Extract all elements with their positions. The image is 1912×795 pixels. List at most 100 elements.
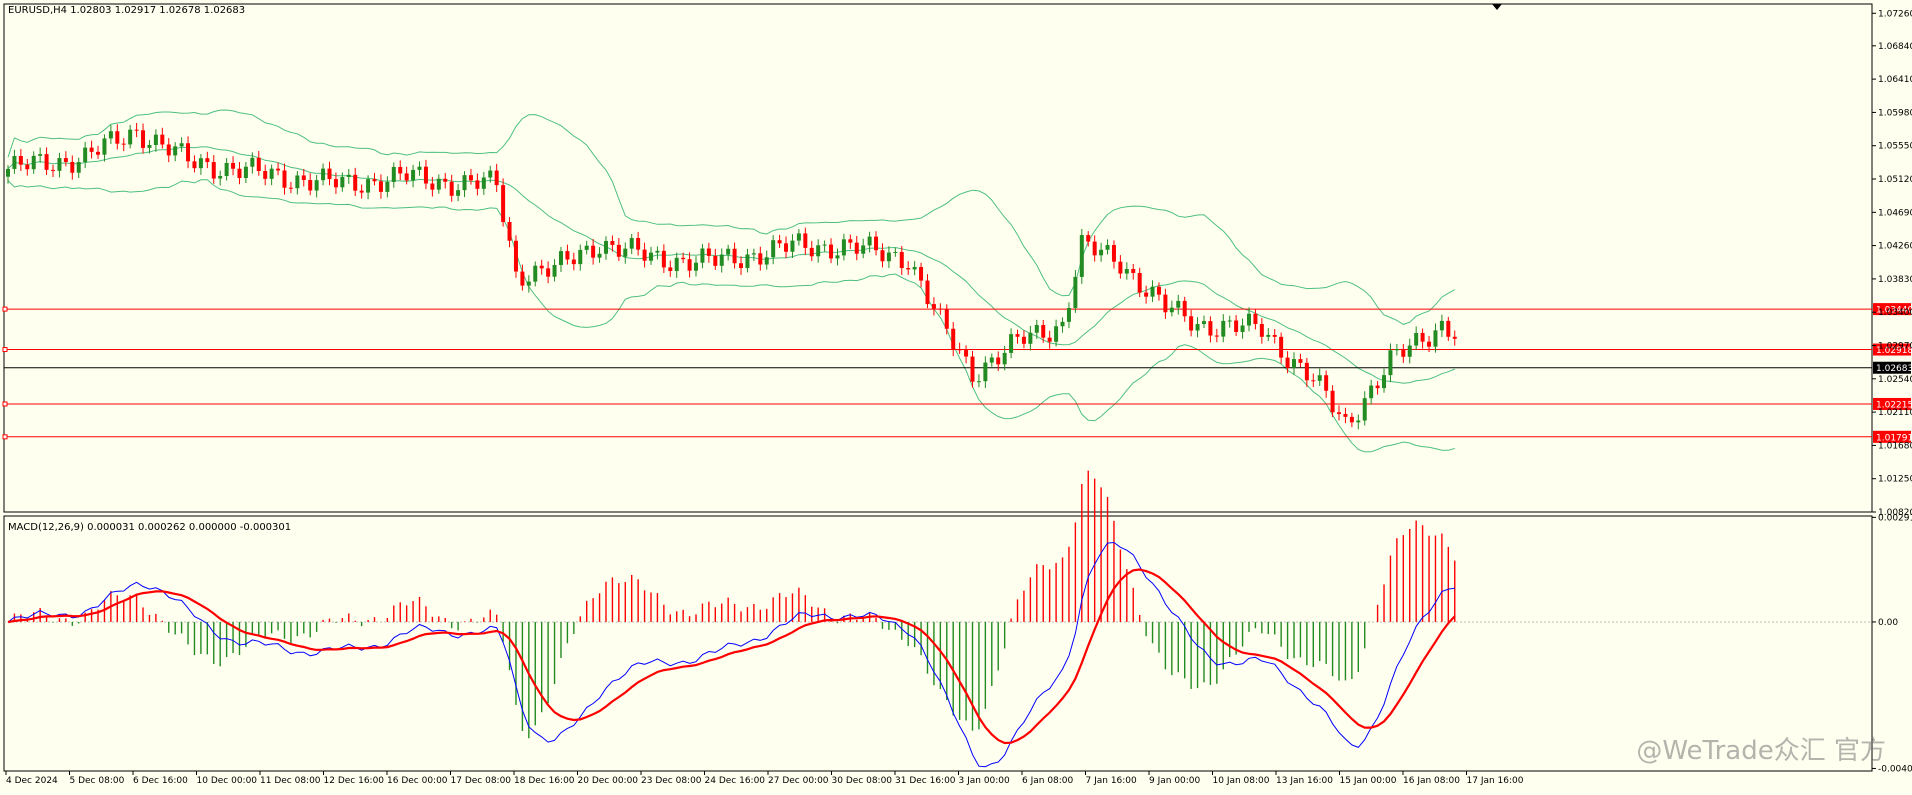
candle-body	[456, 190, 461, 196]
candle-body	[321, 168, 326, 181]
candle-body	[411, 169, 416, 181]
candle-body	[533, 265, 538, 282]
price-axis-label: 1.06410	[1878, 75, 1912, 85]
time-axis-label: 17 Dec 08:00	[451, 776, 512, 786]
time-axis-label: 13 Jan 16:00	[1276, 776, 1333, 786]
candle-body	[809, 247, 814, 257]
candle-body	[970, 356, 975, 382]
candle-body	[552, 264, 557, 277]
price-axis-label: 1.03830	[1878, 275, 1912, 285]
candle-body	[745, 254, 750, 269]
candle-body	[912, 267, 917, 270]
candle-body	[835, 255, 840, 259]
candle-body	[1015, 334, 1020, 337]
candle-body	[989, 357, 994, 363]
candle-body	[1330, 390, 1335, 413]
price-axis-label: 1.07260	[1878, 9, 1912, 19]
candle-body	[1201, 321, 1206, 325]
candle-body	[513, 240, 518, 272]
macd-axis-label: 0.00	[1878, 618, 1898, 628]
candle-body	[108, 131, 113, 139]
candle-body	[1034, 325, 1039, 333]
candle-body	[488, 170, 493, 178]
candle-body	[1427, 341, 1432, 347]
candle-body	[1298, 359, 1303, 363]
price-axis-label: 1.04690	[1878, 208, 1912, 218]
level-price-tag	[1873, 343, 1911, 356]
candle-body	[83, 147, 88, 163]
candle-body	[51, 169, 56, 171]
candle-body	[115, 131, 120, 144]
candle-body	[938, 308, 943, 310]
candle-body	[655, 250, 660, 253]
candle-body	[443, 178, 448, 182]
candle-body	[198, 158, 203, 169]
candle-body	[854, 242, 859, 254]
candle-body	[661, 250, 666, 268]
candle-body	[1118, 261, 1123, 274]
candle-body	[1041, 325, 1046, 338]
price-axis-label: 1.01680	[1878, 441, 1912, 451]
candle-body	[12, 156, 17, 169]
time-axis-label: 27 Dec 00:00	[768, 776, 829, 786]
candle-body	[481, 177, 486, 189]
candle-body	[629, 237, 634, 249]
candle-body	[501, 185, 506, 222]
candle-body	[1272, 334, 1277, 337]
candle-body	[546, 268, 551, 277]
candle-body	[366, 179, 371, 193]
candle-body	[160, 134, 165, 145]
candle-body	[205, 158, 210, 163]
candle-body	[70, 161, 75, 173]
price-axis-label: 1.05980	[1878, 108, 1912, 118]
time-axis-label: 12 Dec 16:00	[324, 776, 385, 786]
candle-body	[700, 248, 705, 263]
level-anchor-handle[interactable]	[2, 401, 8, 407]
time-axis-label: 11 Dec 08:00	[260, 776, 321, 786]
level-anchor-handle[interactable]	[2, 347, 8, 353]
candle-body	[1369, 385, 1374, 399]
time-axis-label: 6 Dec 16:00	[133, 776, 188, 786]
candle-body	[507, 221, 512, 241]
time-axis-label: 6 Jan 08:00	[1022, 776, 1074, 786]
candle-body	[121, 143, 126, 145]
candle-body	[1169, 307, 1174, 313]
candle-body	[1234, 320, 1239, 332]
level-anchor-handle[interactable]	[2, 434, 8, 440]
candle-body	[192, 161, 197, 169]
current-price-tag	[1873, 361, 1911, 374]
time-axis-label: 31 Dec 16:00	[895, 776, 956, 786]
price-axis-label: 1.01250	[1878, 475, 1912, 485]
candle-body	[777, 240, 782, 244]
candle-body	[674, 257, 679, 272]
level-anchor-handle[interactable]	[2, 306, 8, 312]
chart-shift-marker[interactable]	[1492, 4, 1502, 10]
time-axis-label: 10 Jan 08:00	[1213, 776, 1270, 786]
candle-body	[1420, 332, 1425, 342]
candle-body	[623, 248, 628, 257]
candle-body	[1221, 320, 1226, 337]
candle-body	[1054, 326, 1059, 342]
candle-body	[784, 243, 789, 252]
candle-body	[758, 253, 763, 265]
price-axis-label: 1.02540	[1878, 375, 1912, 385]
candle-body	[1111, 244, 1116, 262]
candle-body	[1163, 294, 1168, 313]
candle-body	[816, 245, 821, 257]
candle-body	[1131, 268, 1136, 273]
candle-body	[1176, 300, 1181, 308]
candle-body	[147, 144, 152, 148]
time-axis-label: 3 Jan 00:00	[959, 776, 1011, 786]
candle-body	[468, 175, 473, 181]
candle-body	[398, 166, 403, 174]
candle-body	[288, 187, 293, 189]
candle-body	[565, 251, 570, 260]
time-axis-label: 18 Dec 16:00	[514, 776, 575, 786]
price-axis-label: 1.06840	[1878, 42, 1912, 52]
candle-body	[1066, 307, 1071, 322]
candle-body	[25, 164, 30, 170]
candle-body	[867, 236, 872, 246]
candle-body	[829, 244, 834, 259]
